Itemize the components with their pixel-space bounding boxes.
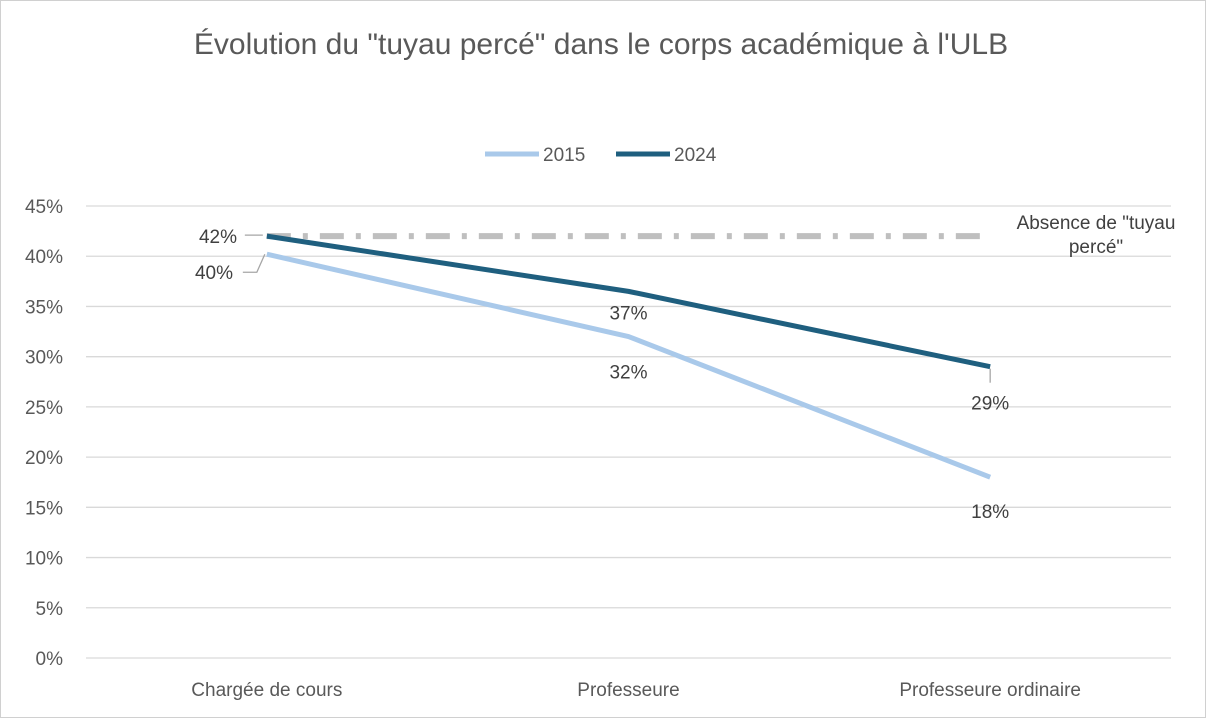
y-tick-label: 30% bbox=[25, 348, 63, 369]
y-tick-label: 40% bbox=[25, 247, 63, 268]
data-label-2015: 18% bbox=[971, 502, 1009, 523]
y-tick-label: 10% bbox=[25, 549, 63, 570]
legend-label-2015: 2015 bbox=[543, 145, 585, 166]
x-tick-label: Professeure ordinaire bbox=[899, 680, 1081, 701]
y-tick-label: 35% bbox=[25, 297, 63, 318]
leader-line bbox=[242, 253, 266, 273]
series-line-2015 bbox=[266, 251, 992, 480]
y-tick-label: 45% bbox=[25, 197, 63, 218]
chart-title: Évolution du "tuyau percé" dans le corps… bbox=[193, 28, 1009, 61]
data-label-2024: 29% bbox=[971, 394, 1009, 415]
y-tick-label: 25% bbox=[25, 398, 63, 419]
data-label-2015: 40% bbox=[195, 263, 233, 284]
x-tick-label: Chargée de cours bbox=[191, 680, 342, 701]
data-label-2024: 37% bbox=[609, 303, 647, 324]
data-label-2024: 42% bbox=[199, 227, 237, 248]
legend-label-2024: 2024 bbox=[674, 145, 717, 166]
reference-line-label: Absence de "tuyau percé" bbox=[1017, 213, 1176, 258]
data-label-2015: 32% bbox=[609, 363, 647, 384]
y-tick-label: 0% bbox=[36, 649, 64, 670]
y-tick-label: 20% bbox=[25, 448, 63, 469]
y-tick-label: 15% bbox=[25, 498, 63, 519]
y-tick-label: 5% bbox=[36, 599, 64, 620]
x-tick-label: Professeure bbox=[577, 680, 679, 701]
series-line-2024 bbox=[266, 233, 991, 370]
